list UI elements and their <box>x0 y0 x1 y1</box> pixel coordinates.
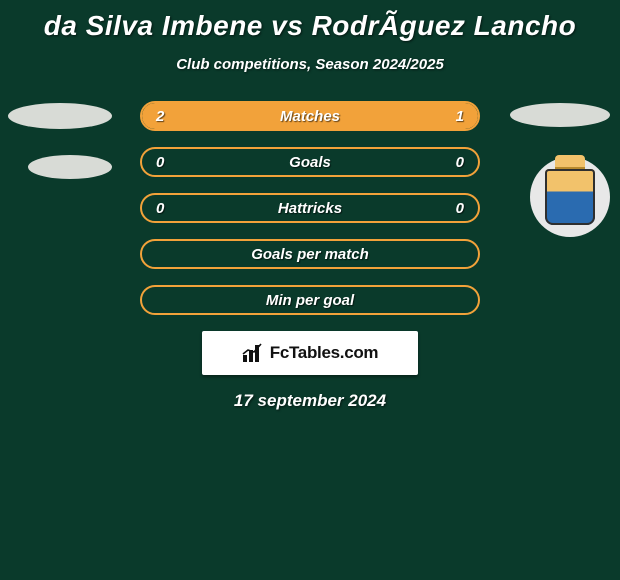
stat-value-left: 0 <box>142 200 202 217</box>
stat-value-right: 0 <box>418 200 478 217</box>
brand-box[interactable]: FcTables.com <box>202 331 418 375</box>
bar-chart-icon <box>242 343 264 363</box>
player-right-club-crest <box>530 157 610 237</box>
stat-value-right: 1 <box>418 108 478 125</box>
crest-crown-icon <box>555 155 585 169</box>
stat-label: Min per goal <box>202 292 418 309</box>
stat-row: Goals per match <box>140 239 480 269</box>
stat-row: 0Hattricks0 <box>140 193 480 223</box>
stat-value-right: 0 <box>418 154 478 171</box>
crest-shield-icon <box>545 169 595 225</box>
player-left-avatar-placeholder <box>8 103 112 129</box>
stat-row: 0Goals0 <box>140 147 480 177</box>
stat-value-left: 0 <box>142 154 202 171</box>
stat-row: Min per goal <box>140 285 480 315</box>
brand-text: FcTables.com <box>270 343 379 363</box>
stat-label: Goals <box>202 154 418 171</box>
date-text: 17 september 2024 <box>0 391 620 411</box>
stat-label: Hattricks <box>202 200 418 217</box>
stat-value-left: 2 <box>142 108 202 125</box>
player-right-avatar-placeholder <box>510 103 610 127</box>
stat-rows: 2Matches10Goals00Hattricks0Goals per mat… <box>140 101 480 315</box>
page-title: da Silva Imbene vs RodrÃ­guez Lancho <box>0 0 620 42</box>
stat-label: Matches <box>202 108 418 125</box>
stat-label: Goals per match <box>202 246 418 263</box>
stat-row: 2Matches1 <box>140 101 480 131</box>
stats-area: 2Matches10Goals00Hattricks0Goals per mat… <box>0 101 620 315</box>
player-left-club-placeholder <box>28 155 112 179</box>
subtitle: Club competitions, Season 2024/2025 <box>0 56 620 73</box>
